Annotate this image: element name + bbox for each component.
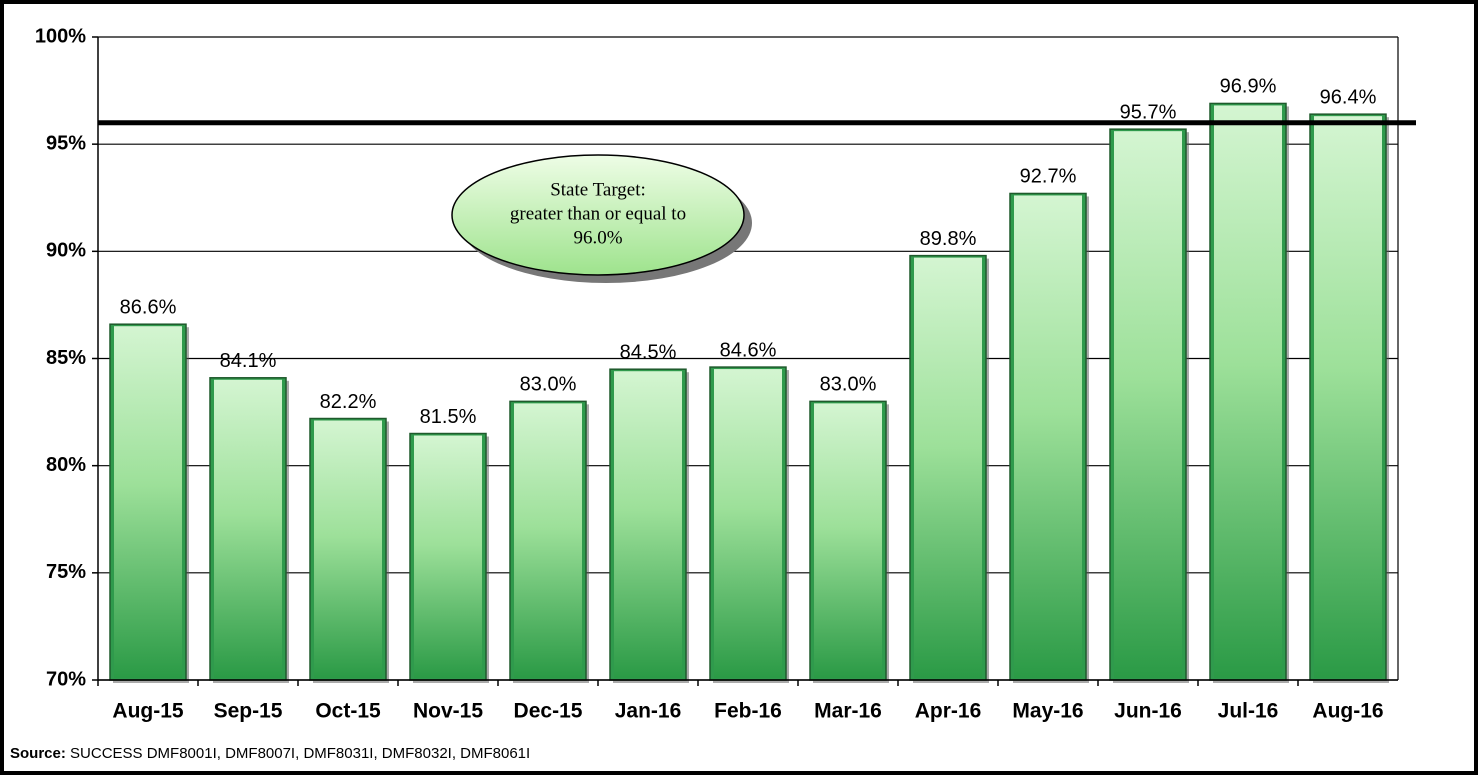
x-tick-label: Jul-16 [1218, 700, 1279, 723]
bar-highlight [314, 420, 382, 678]
value-label: 83.0% [520, 374, 577, 396]
bar-highlight [114, 326, 182, 678]
y-tick-label: 85% [46, 347, 86, 369]
bar-highlight [514, 403, 582, 678]
x-tick-label: Jan-16 [615, 700, 682, 723]
x-tick-label: Aug-16 [1312, 700, 1383, 723]
source-text: SUCCESS DMF8001I, DMF8007I, DMF8031I, DM… [70, 745, 530, 762]
annotation-text: 96.0% [573, 227, 622, 248]
value-label: 89.8% [920, 228, 977, 250]
x-tick-label: Dec-15 [514, 700, 583, 723]
value-label: 95.7% [1120, 101, 1177, 123]
value-label: 83.0% [820, 374, 877, 396]
y-tick-label: 90% [46, 240, 86, 262]
source: Source: SUCCESS DMF8001I, DMF8007I, DMF8… [10, 745, 530, 762]
x-tick-label: Apr-16 [915, 700, 982, 723]
x-tick-label: Mar-16 [814, 700, 882, 723]
y-tick-label: 75% [46, 561, 86, 583]
annotation-text: State Target: [550, 179, 646, 200]
bar-highlight [814, 403, 882, 678]
value-label: 92.7% [1020, 166, 1077, 188]
y-tick-label: 80% [46, 454, 86, 476]
x-tick-label: Oct-15 [315, 700, 381, 723]
x-tick-label: Jun-16 [1114, 700, 1182, 723]
bar-highlight [1314, 116, 1382, 678]
value-label: 81.5% [420, 406, 477, 428]
value-label: 82.2% [320, 391, 377, 413]
x-tick-label: Sep-15 [214, 700, 283, 723]
value-label: 84.1% [220, 350, 277, 372]
value-label: 84.5% [620, 341, 677, 363]
bar-highlight [714, 369, 782, 678]
bar-highlight [914, 257, 982, 678]
source-label: Source: [10, 745, 66, 762]
value-label: 96.9% [1220, 76, 1277, 98]
x-tick-label: Feb-16 [714, 700, 782, 723]
y-tick-label: 95% [46, 132, 86, 154]
annotation-text: greater than or equal to [510, 203, 686, 224]
bar-highlight [414, 435, 482, 678]
bar-highlight [1014, 195, 1082, 679]
x-tick-label: May-16 [1012, 700, 1083, 723]
bar-highlight [1114, 131, 1182, 678]
value-label: 86.6% [120, 296, 177, 318]
bar-highlight [614, 371, 682, 678]
y-tick-label: 70% [46, 668, 86, 690]
annotation-bubble [451, 154, 745, 276]
x-tick-label: Nov-15 [413, 700, 483, 723]
bar-highlight [214, 379, 282, 678]
x-tick-label: Aug-15 [112, 700, 183, 723]
value-label: 96.4% [1320, 86, 1377, 108]
y-tick-label: 100% [35, 25, 86, 47]
value-label: 84.6% [720, 339, 777, 361]
bar-highlight [1214, 105, 1282, 678]
